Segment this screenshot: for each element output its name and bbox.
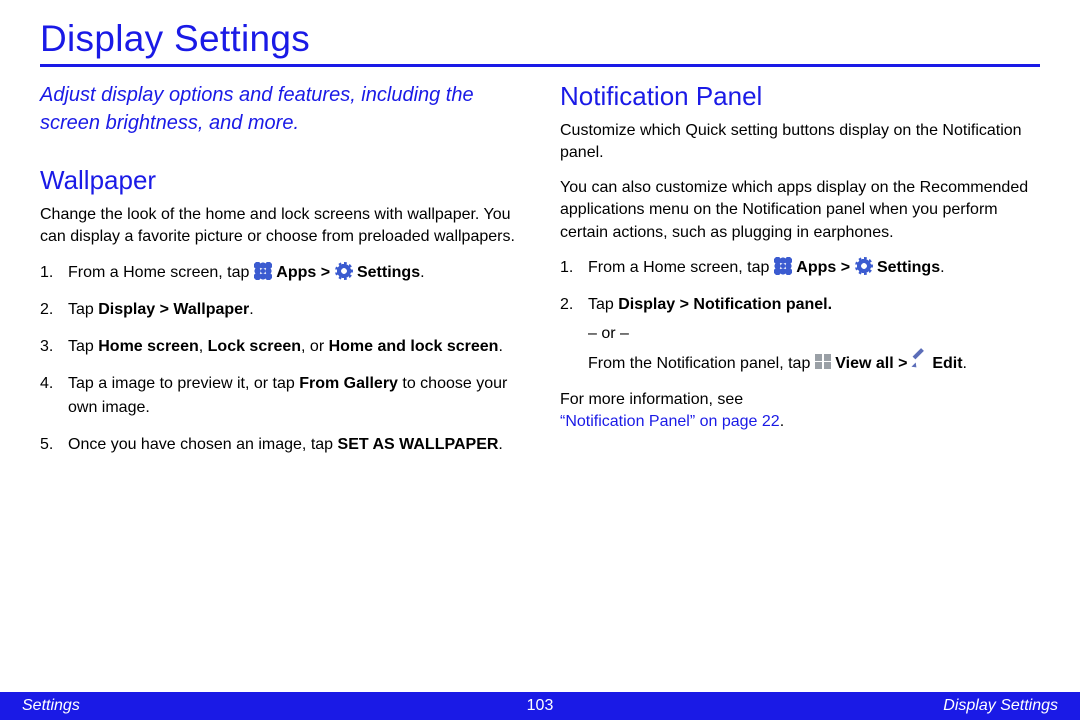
step-text: From a Home screen, tap	[588, 259, 774, 276]
wallpaper-step-4: Tap a image to preview it, or tap From G…	[40, 372, 520, 418]
wallpaper-step-3: Tap Home screen, Lock screen, or Home an…	[40, 335, 520, 358]
pencil-edit-icon	[912, 354, 928, 370]
notification-p2: You can also customize which apps displa…	[560, 177, 1040, 244]
notification-step-2-alt: From the Notification panel, tap View al…	[588, 352, 1040, 375]
step-text: Tap	[68, 301, 98, 318]
step-text: ,	[199, 338, 208, 355]
wallpaper-steps: From a Home screen, tap Apps > Settings.…	[40, 261, 520, 456]
more-prefix: For more information, see	[560, 391, 743, 408]
step-bold: SET AS WALLPAPER	[338, 436, 499, 453]
step-text: .	[420, 264, 424, 281]
footer-page-number: 103	[527, 697, 554, 715]
footer-left: Settings	[22, 697, 80, 715]
step-bold: Display > Notification panel.	[618, 296, 832, 313]
gear-icon	[335, 262, 353, 280]
step-text: .	[963, 355, 967, 372]
notification-step-2: Tap Display > Notification panel. – or –…	[560, 293, 1040, 375]
intro-text: Adjust display options and features, inc…	[40, 81, 520, 137]
left-column: Adjust display options and features, inc…	[40, 81, 520, 470]
edit-label: Edit	[932, 355, 962, 372]
wallpaper-step-2: Tap Display > Wallpaper.	[40, 298, 520, 321]
notification-steps: From a Home screen, tap Apps > Settings.…	[560, 256, 1040, 375]
step-text: Tap a image to preview it, or tap	[68, 375, 299, 392]
step-bold: Home screen	[98, 338, 199, 355]
step-bold: From Gallery	[299, 375, 398, 392]
content-columns: Adjust display options and features, inc…	[40, 81, 1040, 470]
step-text: .	[498, 436, 502, 453]
notification-heading: Notification Panel	[560, 81, 1040, 112]
or-divider: – or –	[588, 322, 1040, 345]
viewall-grid-icon	[815, 354, 831, 370]
viewall-label: View all >	[835, 355, 912, 372]
wallpaper-desc: Change the look of the home and lock scr…	[40, 204, 520, 249]
step-text: Tap	[68, 338, 98, 355]
wallpaper-step-1: From a Home screen, tap Apps > Settings.	[40, 261, 520, 284]
step-text: Once you have chosen an image, tap	[68, 436, 338, 453]
settings-label: Settings	[357, 264, 420, 281]
notification-step-1: From a Home screen, tap Apps > Settings.	[560, 256, 1040, 279]
apps-grid-icon	[774, 257, 792, 275]
apps-label: Apps >	[796, 259, 854, 276]
step-text: From a Home screen, tap	[68, 264, 254, 281]
step-text: From the Notification panel, tap	[588, 355, 815, 372]
step-text: Tap	[588, 296, 618, 313]
step-text: , or	[301, 338, 329, 355]
step-bold: Lock screen	[208, 338, 301, 355]
page-title: Display Settings	[40, 18, 1040, 67]
apps-label: Apps >	[276, 264, 334, 281]
step-text: .	[249, 301, 253, 318]
notification-more: For more information, see “Notification …	[560, 389, 1040, 434]
footer-right: Display Settings	[943, 697, 1058, 715]
step-text: .	[498, 338, 502, 355]
step-bold: Display > Wallpaper	[98, 301, 249, 318]
wallpaper-step-5: Once you have chosen an image, tap SET A…	[40, 433, 520, 456]
page-footer: Settings 103 Display Settings	[0, 692, 1080, 720]
more-suffix: .	[780, 413, 784, 430]
apps-grid-icon	[254, 262, 272, 280]
right-column: Notification Panel Customize which Quick…	[560, 81, 1040, 470]
step-text: .	[940, 259, 944, 276]
wallpaper-heading: Wallpaper	[40, 165, 520, 196]
gear-icon	[855, 257, 873, 275]
settings-label: Settings	[877, 259, 940, 276]
step-bold: Home and lock screen	[329, 338, 499, 355]
notification-panel-link[interactable]: “Notification Panel” on page 22	[560, 413, 780, 430]
notification-p1: Customize which Quick setting buttons di…	[560, 120, 1040, 165]
